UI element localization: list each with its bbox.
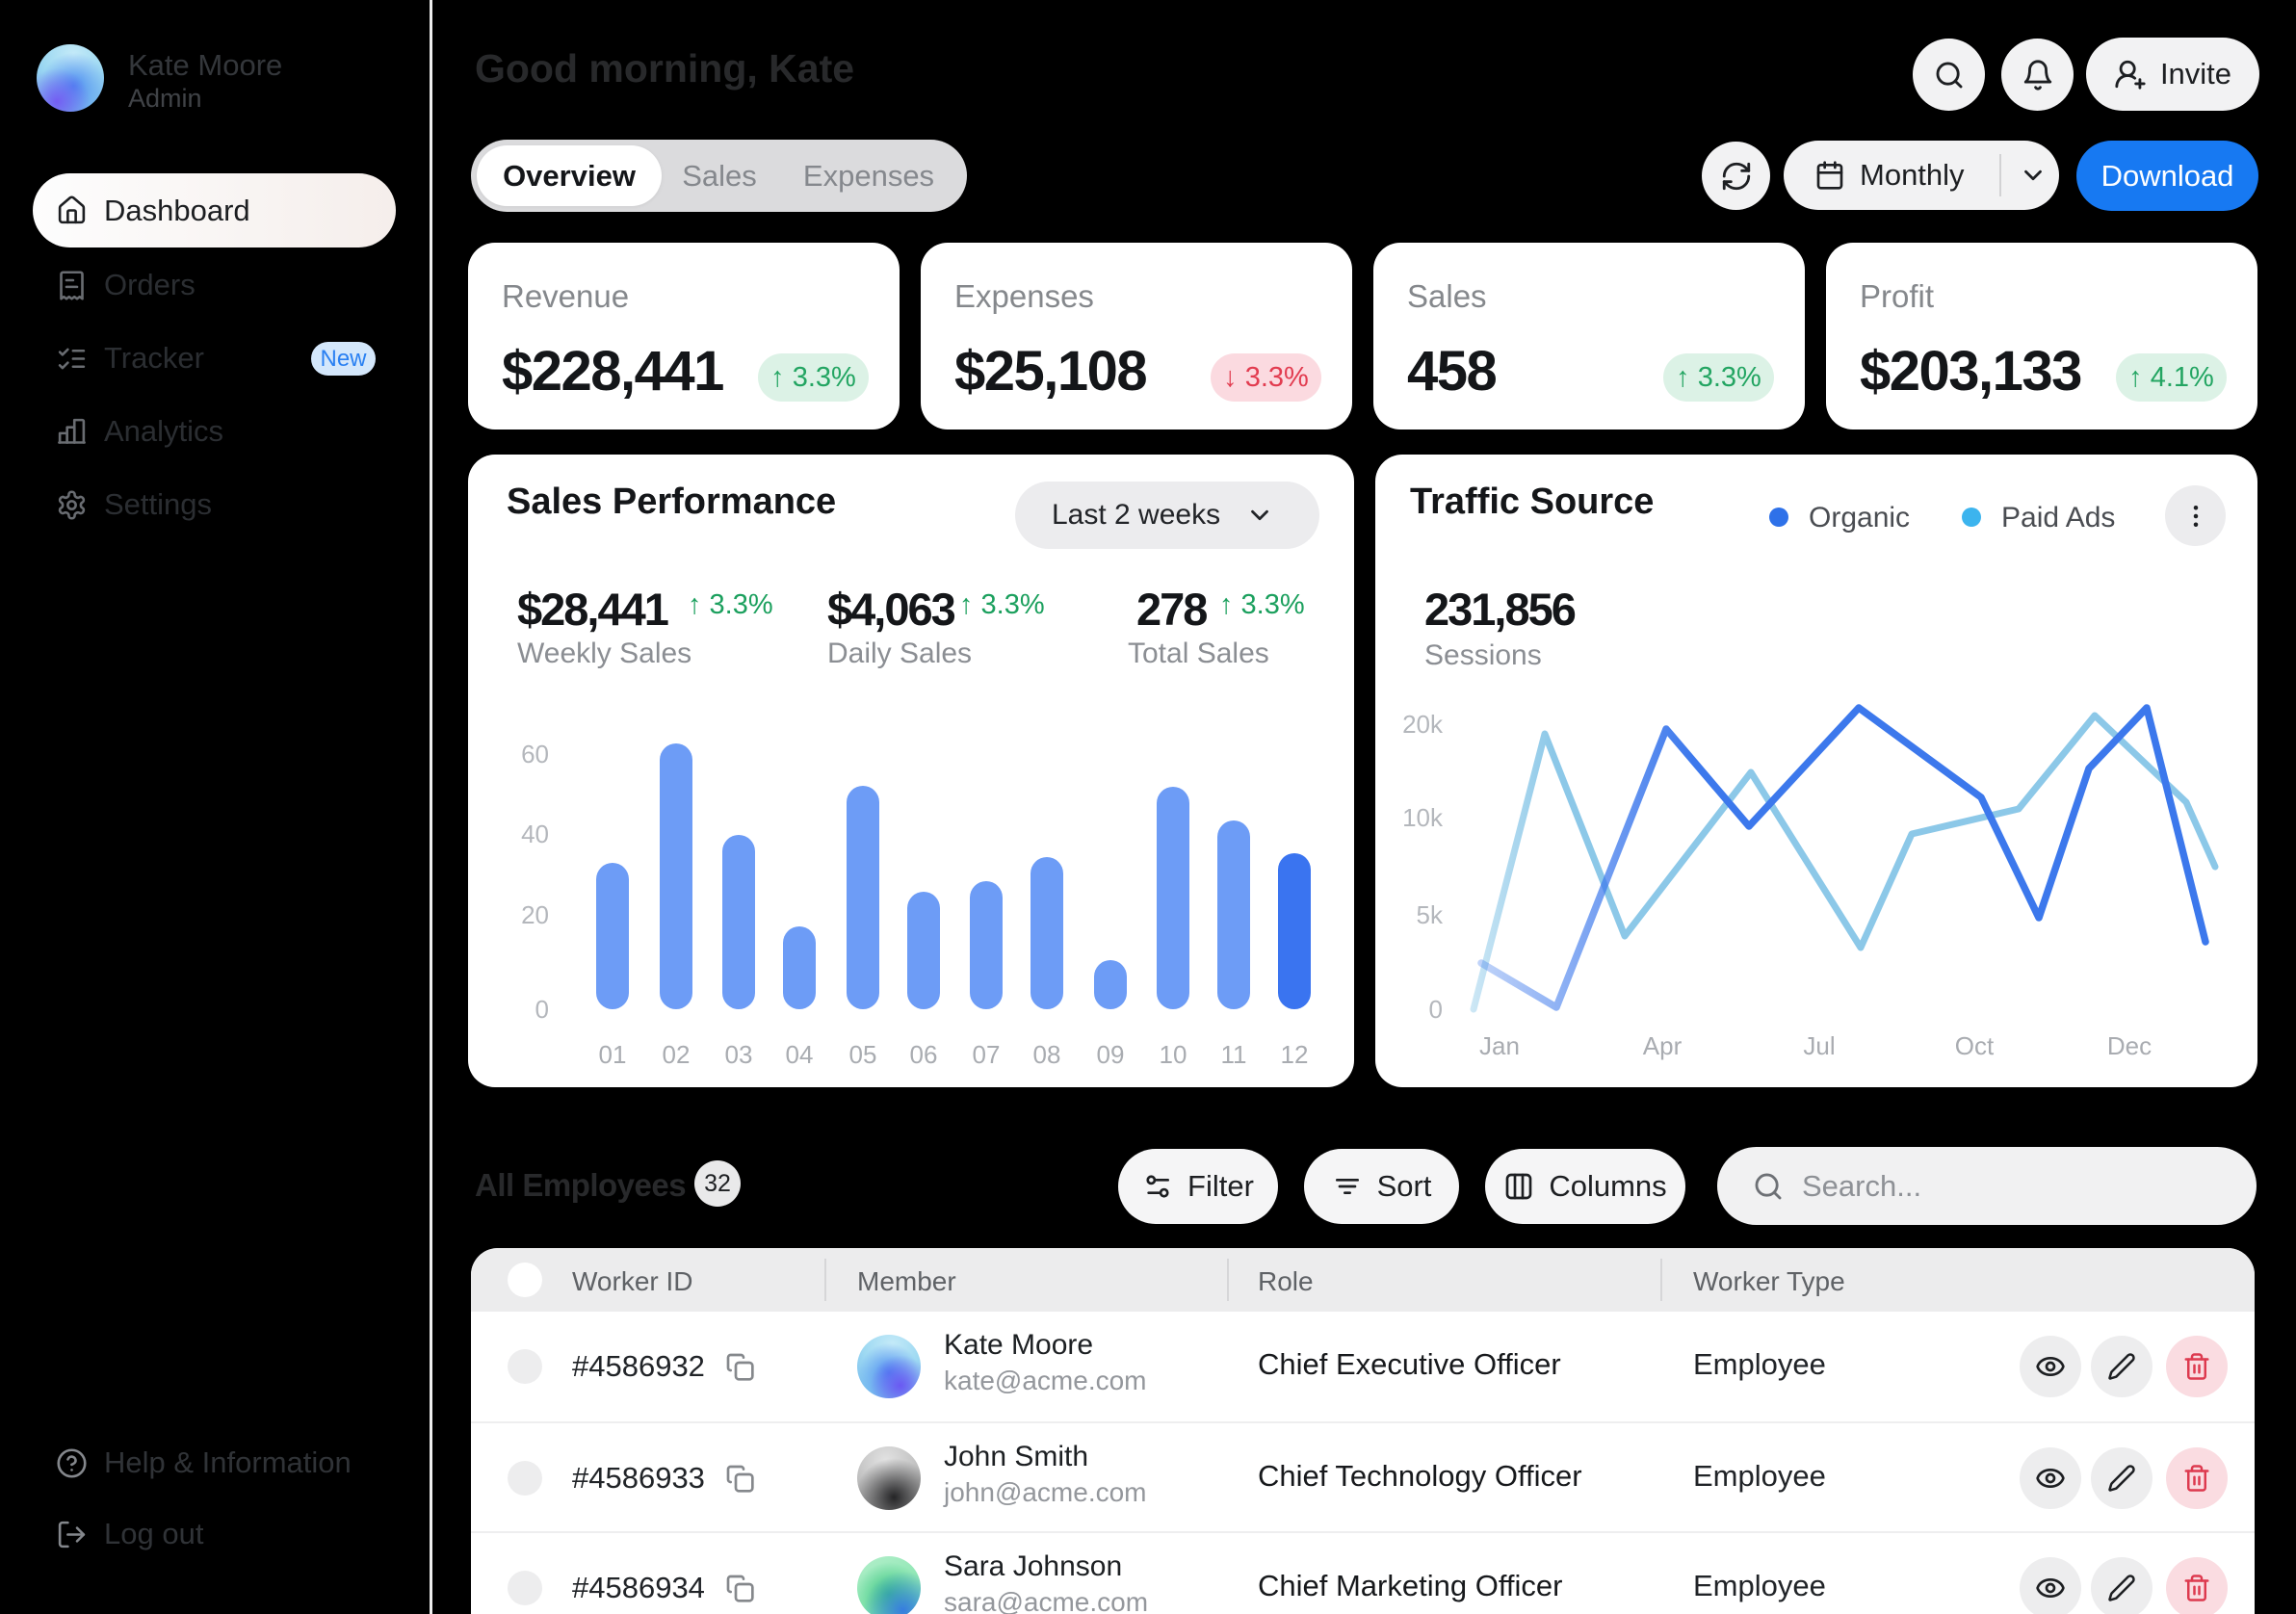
svg-text:11: 11 [1221, 1040, 1247, 1069]
svg-text:Jan: Jan [1479, 1031, 1520, 1060]
svg-text:03: 03 [725, 1040, 753, 1069]
svg-text:05: 05 [849, 1040, 877, 1069]
svg-text:09: 09 [1097, 1040, 1125, 1069]
svg-text:Jul: Jul [1803, 1031, 1835, 1060]
svg-text:Oct: Oct [1955, 1031, 1995, 1060]
svg-text:01: 01 [599, 1040, 627, 1069]
svg-text:10: 10 [1160, 1040, 1187, 1069]
svg-text:12: 12 [1281, 1040, 1309, 1069]
svg-text:07: 07 [973, 1040, 1001, 1069]
svg-text:08: 08 [1033, 1040, 1061, 1069]
svg-text:5k: 5k [1417, 900, 1444, 929]
svg-text:06: 06 [910, 1040, 938, 1069]
svg-text:20: 20 [521, 900, 549, 929]
svg-text:60: 60 [521, 740, 549, 768]
svg-text:Dec: Dec [2107, 1031, 2152, 1060]
svg-text:40: 40 [521, 820, 549, 848]
svg-text:Apr: Apr [1643, 1031, 1683, 1060]
svg-text:0: 0 [1429, 995, 1443, 1024]
svg-text:04: 04 [786, 1040, 814, 1069]
svg-text:02: 02 [663, 1040, 691, 1069]
svg-text:0: 0 [535, 995, 549, 1024]
svg-text:10k: 10k [1402, 803, 1444, 832]
svg-text:20k: 20k [1402, 710, 1444, 739]
